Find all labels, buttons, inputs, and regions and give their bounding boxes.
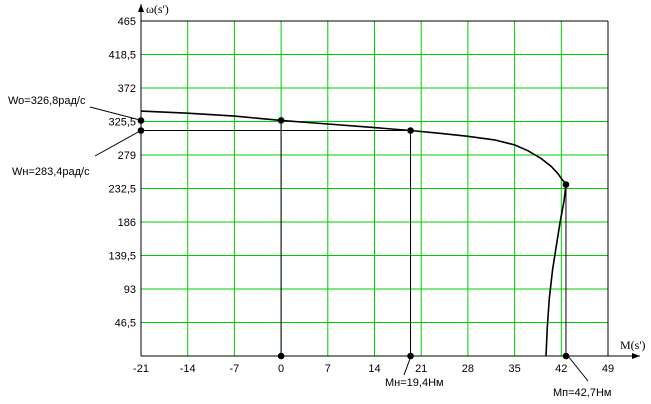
y-tick-label: 139,5 — [108, 251, 136, 263]
x-tick-label: 42 — [555, 363, 567, 375]
y-tick-label: 232,5 — [108, 184, 136, 196]
y-tick-label: 372 — [118, 83, 136, 95]
x-axis-arrow — [632, 353, 640, 359]
annotation-w0: Wo=326,8рад/с — [8, 95, 86, 107]
x-tick-label: -14 — [180, 363, 196, 375]
data-point — [562, 181, 570, 188]
data-point — [407, 127, 414, 134]
annotation-mn: Mн=19,4Нм — [385, 377, 444, 389]
series-line — [140, 110, 567, 357]
y-tick-label: 279 — [118, 150, 136, 162]
x-tick-label: 28 — [462, 363, 474, 375]
annotations: Wo=326,8рад/с Wн=283,4рад/с Mн=19,4Нм Mп… — [8, 95, 611, 399]
wn-leader-line — [94, 130, 141, 157]
annotation-mp: Mп=42,7Нм — [553, 387, 611, 399]
y-axis-arrow — [138, 4, 144, 12]
y-tick-label: 186 — [118, 217, 136, 229]
mp-leader-line — [567, 355, 589, 382]
data-point — [277, 352, 285, 360]
grid — [141, 21, 608, 356]
curve-layer — [140, 110, 567, 357]
x-tick-label: 7 — [325, 363, 331, 375]
y-tick-label: 93 — [124, 284, 136, 296]
x-axis-title: M(s') — [620, 338, 646, 352]
point-markers — [137, 117, 570, 360]
axes: -21 -14 -7 0 7 14 21 28 35 42 49 46,5 93 139,5 186 232,… — [108, 4, 640, 375]
y-axis-title-group: ω(s') — [146, 2, 169, 16]
x-tick-label: -21 — [133, 363, 149, 375]
annotation-wn: Wн=283,4рад/с — [12, 166, 90, 178]
y-tick-label: 325,5 — [108, 117, 136, 129]
data-point — [137, 127, 145, 134]
x-axis-title-group: M(s') — [620, 338, 646, 352]
x-tick-label: 14 — [368, 363, 380, 375]
x-tick-label: 35 — [508, 363, 520, 375]
data-point — [137, 117, 145, 124]
mn-leader-line — [403, 355, 412, 376]
y-tick-label: 46,5 — [115, 318, 136, 330]
data-point — [562, 352, 570, 360]
w0-leader-line — [89, 106, 141, 121]
data-point — [277, 117, 285, 124]
y-axis-title: ω(s') — [146, 2, 169, 16]
x-tick-label: 49 — [602, 363, 614, 375]
x-tick-label: 0 — [278, 363, 284, 375]
y-tick-label: 418,5 — [108, 50, 136, 62]
x-tick-label: 21 — [415, 363, 427, 375]
x-tick-label: -7 — [230, 363, 240, 375]
y-tick-label: 465 — [118, 16, 136, 28]
